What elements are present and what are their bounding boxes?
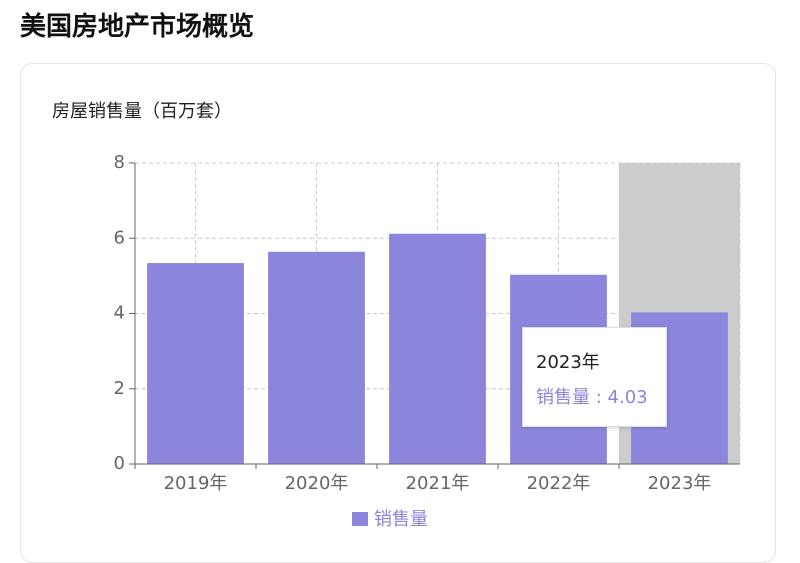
bar bbox=[268, 251, 365, 464]
x-tick-label: 2020年 bbox=[285, 473, 349, 494]
legend-label: 销售量 bbox=[374, 509, 428, 530]
legend-swatch bbox=[352, 512, 368, 526]
x-tick-label: 2022年 bbox=[527, 473, 591, 494]
tooltip: 2023年 销售量4.03 bbox=[522, 327, 667, 427]
tooltip-value: 4.03 bbox=[607, 387, 648, 408]
tooltip-row: 销售量4.03 bbox=[536, 383, 648, 409]
page-title: 美国房地产市场概览 bbox=[20, 12, 255, 42]
x-tick-label: 2023年 bbox=[648, 473, 712, 494]
y-tick-label: 2 bbox=[114, 378, 125, 399]
tooltip-category: 2023年 bbox=[536, 352, 600, 373]
y-tick-label: 4 bbox=[114, 303, 125, 324]
x-tick-label: 2019年 bbox=[164, 473, 228, 494]
bar bbox=[147, 263, 244, 464]
bar bbox=[389, 233, 486, 464]
tooltip-series: 销售量 bbox=[536, 387, 608, 408]
y-tick-label: 8 bbox=[114, 152, 125, 173]
y-tick-label: 6 bbox=[114, 227, 125, 248]
y-tick-label: 0 bbox=[114, 453, 125, 474]
chart-title: 房屋销售量（百万套） bbox=[52, 101, 232, 122]
page: 美国房地产市场概览 房屋销售量（百万套） 0 2 4 6 8 2019年 2020年 2021… bbox=[20, 12, 776, 563]
chart: 房屋销售量（百万套） 0 2 4 6 8 2019年 2020年 2021年 2022年 2023… bbox=[52, 101, 741, 530]
x-tick-label: 2021年 bbox=[406, 473, 470, 494]
